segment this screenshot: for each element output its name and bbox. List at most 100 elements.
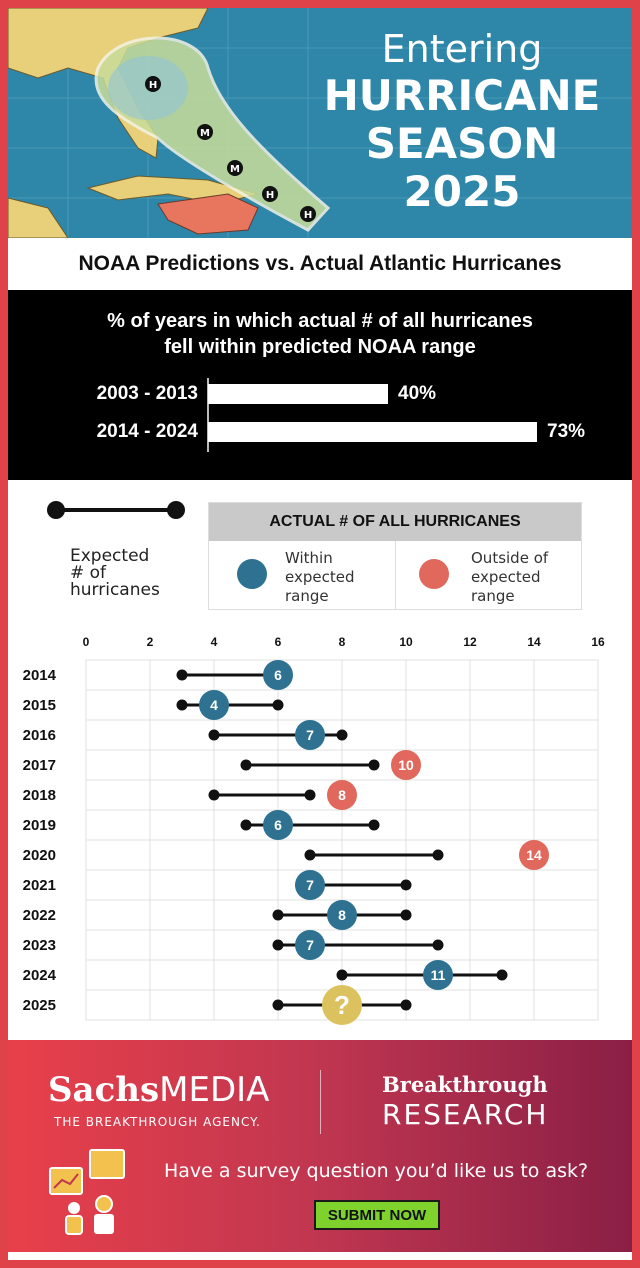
year-label: 2024 bbox=[23, 967, 57, 984]
x-tick-label: 4 bbox=[211, 635, 218, 649]
chart-svg: 0 2 4 6 8 10 12 14 16 2014 6 2015 4 2016 7 2017 10 2018 8 2… bbox=[23, 635, 605, 1025]
legend-outside-label: Outside of expected range bbox=[471, 549, 549, 605]
expected-low-dot bbox=[176, 669, 188, 681]
legend-within-label: Within expected range bbox=[285, 549, 355, 605]
chart-legend: Expected # of hurricanes ACTUAL # OF ALL… bbox=[8, 480, 632, 630]
x-tick-label: 2 bbox=[147, 635, 154, 649]
submit-now-button[interactable]: SUBMIT NOW bbox=[314, 1200, 440, 1230]
breakthrough-research-logo-top: Breakthrough bbox=[382, 1072, 548, 1097]
actual-dot bbox=[199, 690, 229, 720]
x-tick-label: 8 bbox=[339, 635, 346, 649]
summary-title-line-1: % of years in which actual # of all hurr… bbox=[107, 310, 533, 332]
actual-value-label: 4 bbox=[210, 697, 218, 713]
actual-value-label: 11 bbox=[431, 967, 446, 983]
summary-value: 40% bbox=[398, 383, 437, 404]
expected-range-icon bbox=[47, 501, 185, 519]
x-tick-label: 0 bbox=[83, 635, 90, 649]
expected-high-dot bbox=[432, 939, 444, 951]
actual-dot bbox=[263, 660, 293, 690]
actual-value-label: 14 bbox=[526, 847, 542, 863]
hurricane-dumbbell-chart: 0 2 4 6 8 10 12 14 16 2014 6 2015 4 2016 7 2017 10 2018 8 2… bbox=[8, 630, 632, 1035]
actual-dot bbox=[327, 900, 357, 930]
expected-low-dot bbox=[240, 759, 252, 771]
breakthrough-research-logo-bottom: RESEARCH bbox=[382, 1098, 549, 1131]
x-tick-label: 16 bbox=[591, 635, 605, 649]
year-label: 2025 bbox=[23, 997, 56, 1014]
actual-dot bbox=[391, 750, 421, 780]
actual-legend-box: ACTUAL # OF ALL HURRICANES Within expect… bbox=[208, 502, 582, 610]
actual-legend-header: ACTUAL # OF ALL HURRICANES bbox=[209, 503, 581, 541]
year-label: 2018 bbox=[23, 787, 56, 804]
summary-title-line-2: fell within predicted NOAA range bbox=[164, 336, 476, 358]
actual-value-label: 8 bbox=[338, 907, 346, 923]
footer-banner: SachsMEDIA THE BREAKTHROUGH AGENCY. Brea… bbox=[8, 1040, 632, 1252]
actual-dot bbox=[322, 985, 362, 1025]
svg-text:M: M bbox=[230, 164, 240, 175]
survey-team-icon bbox=[49, 1149, 125, 1235]
actual-dot bbox=[295, 870, 325, 900]
summary-bar bbox=[208, 422, 537, 442]
summary-row-label: 2003 - 2013 bbox=[96, 383, 198, 404]
year-label: 2021 bbox=[23, 877, 56, 894]
svg-text:H: H bbox=[266, 190, 274, 201]
summary-row-label: 2014 - 2024 bbox=[96, 421, 198, 442]
summary-axis bbox=[207, 378, 209, 452]
x-tick-label: 14 bbox=[527, 635, 541, 649]
year-label: 2020 bbox=[23, 847, 56, 864]
actual-value-label: 6 bbox=[274, 667, 282, 683]
expected-high-dot bbox=[304, 789, 316, 801]
hero-line-entering: Entering bbox=[381, 27, 543, 71]
within-range-dot bbox=[237, 559, 267, 589]
actual-value-label: ? bbox=[334, 990, 350, 1020]
x-tick-label: 10 bbox=[399, 635, 413, 649]
summary-bar bbox=[208, 384, 388, 404]
summary-value: 73% bbox=[547, 421, 586, 442]
hero-banner: H M M H H Entering HURRICANE SEASON 2025 bbox=[8, 8, 632, 238]
year-label: 2017 bbox=[23, 757, 56, 774]
year-label: 2015 bbox=[23, 697, 56, 714]
year-label: 2023 bbox=[23, 937, 56, 954]
expected-low-dot bbox=[208, 789, 220, 801]
logo-divider bbox=[320, 1070, 321, 1134]
actual-value-label: 7 bbox=[306, 937, 314, 953]
summary-row-2014-2024: 2014 - 2024 73% bbox=[8, 420, 632, 444]
actual-dot bbox=[519, 840, 549, 870]
hero-line-hurricane: HURRICANE bbox=[323, 71, 601, 120]
expected-low-dot bbox=[272, 909, 284, 921]
expected-high-dot bbox=[496, 969, 508, 981]
svg-text:H: H bbox=[304, 210, 312, 221]
x-tick-label: 12 bbox=[463, 635, 477, 649]
year-label: 2019 bbox=[23, 817, 56, 834]
hero-line-season: SEASON bbox=[365, 119, 559, 168]
actual-dot bbox=[423, 960, 453, 990]
svg-text:H: H bbox=[149, 80, 157, 91]
legend-expected-label: Expected # of hurricanes bbox=[70, 546, 160, 600]
summary-title: % of years in which actual # of all hurr… bbox=[8, 308, 632, 360]
hero-title: Entering HURRICANE SEASON 2025 bbox=[292, 26, 632, 216]
year-label: 2016 bbox=[23, 727, 56, 744]
expected-low-dot bbox=[240, 819, 252, 831]
year-label: 2022 bbox=[23, 907, 56, 924]
noaa-summary-panel: % of years in which actual # of all hurr… bbox=[8, 290, 632, 480]
expected-low-dot bbox=[272, 939, 284, 951]
hero-line-year: 2025 bbox=[403, 167, 521, 216]
expected-high-dot bbox=[400, 909, 412, 921]
actual-value-label: 7 bbox=[306, 727, 314, 743]
expected-high-dot bbox=[368, 759, 380, 771]
expected-low-dot bbox=[176, 699, 188, 711]
outside-range-dot bbox=[419, 559, 449, 589]
summary-row-2003-2013: 2003 - 2013 40% bbox=[8, 382, 632, 406]
expected-high-dot bbox=[432, 849, 444, 861]
actual-value-label: 6 bbox=[274, 817, 282, 833]
actual-dot bbox=[295, 720, 325, 750]
expected-low-dot bbox=[208, 729, 220, 741]
expected-high-dot bbox=[272, 699, 284, 711]
actual-value-label: 10 bbox=[398, 757, 414, 773]
survey-cta-text: Have a survey question you’d like us to … bbox=[164, 1160, 589, 1182]
actual-value-label: 7 bbox=[306, 877, 314, 893]
year-label: 2014 bbox=[23, 667, 57, 684]
expected-low-dot bbox=[336, 969, 348, 981]
x-tick-label: 6 bbox=[275, 635, 282, 649]
actual-dot bbox=[263, 810, 293, 840]
